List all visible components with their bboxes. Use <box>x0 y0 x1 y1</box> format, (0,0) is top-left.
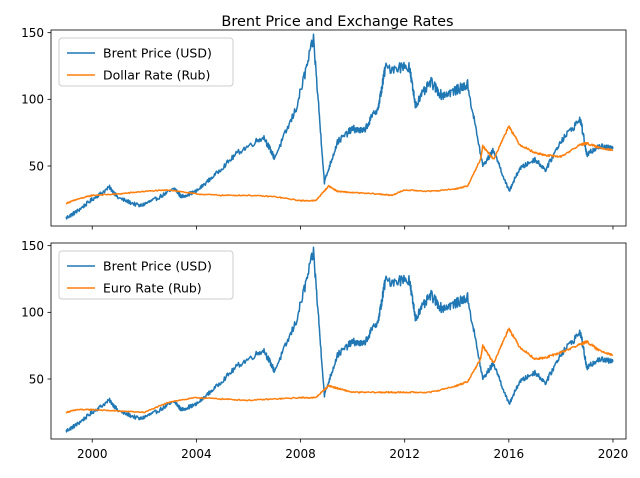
legend-label: Brent Price (USD) <box>103 259 212 274</box>
x-tick-label: 2020 <box>598 447 629 461</box>
y-tick-label: 150 <box>21 26 44 40</box>
y-tick-label: 50 <box>29 159 44 173</box>
axes-frame <box>50 29 627 227</box>
legend: Brent Price (USD) Euro Rate (Rub) <box>58 250 234 300</box>
x-tick-label: 2004 <box>181 447 212 461</box>
legend-label: Dollar Rate (Rub) <box>103 68 210 83</box>
y-tick-label: 100 <box>21 306 44 320</box>
series-line-brent <box>65 33 614 220</box>
x-tick-label: 2008 <box>285 447 316 461</box>
chart-title: Brent Price and Exchange Rates <box>221 14 453 30</box>
series-line-rate <box>65 327 614 414</box>
axes-frame <box>50 242 627 440</box>
legend-label: Brent Price (USD) <box>103 46 212 61</box>
y-tick-label: 100 <box>21 93 44 107</box>
x-tick-label: 2012 <box>389 447 420 461</box>
series-line-rate <box>65 125 614 205</box>
top-panel: 50 100 150 Brent Price (USD) Dollar Rate (Ru… <box>21 26 627 230</box>
series-line-brent <box>65 246 614 433</box>
legend-label: Euro Rate (Rub) <box>103 281 202 296</box>
bottom-panel: 2000 2004 2008 2012 2016 2020 50 100 150 Brent Pr… <box>21 239 628 461</box>
legend-box <box>58 250 234 300</box>
x-tick-label: 2016 <box>494 447 525 461</box>
legend-box <box>58 37 234 87</box>
x-tick-label: 2000 <box>77 447 108 461</box>
legend: Brent Price (USD) Dollar Rate (Rub) <box>58 37 234 87</box>
y-tick-label: 150 <box>21 239 44 253</box>
y-tick-label: 50 <box>29 372 44 386</box>
